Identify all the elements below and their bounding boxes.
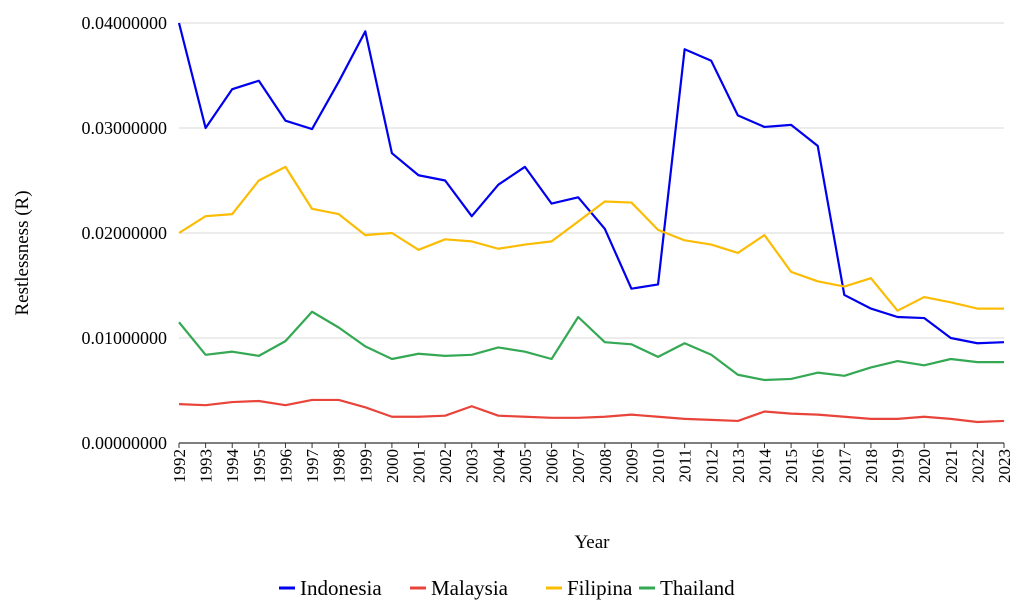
legend-label: Filipina bbox=[567, 576, 633, 600]
x-tick-label: 2019 bbox=[889, 449, 908, 483]
series-lines bbox=[177, 22, 1005, 424]
x-tick-label: 2008 bbox=[596, 449, 615, 483]
x-tick-label: 1993 bbox=[197, 449, 216, 483]
x-tick-label: 1998 bbox=[330, 449, 349, 483]
x-tick-label: 1997 bbox=[303, 449, 322, 484]
x-tick-label: 2020 bbox=[915, 449, 934, 483]
x-tick-label: 1995 bbox=[250, 449, 269, 483]
x-tick-label: 2009 bbox=[622, 449, 641, 483]
y-tick-label: 0.02000000 bbox=[82, 223, 168, 243]
series-line-thailand bbox=[178, 310, 1004, 382]
legend-label: Malaysia bbox=[431, 576, 509, 600]
grid-lines bbox=[179, 22, 1004, 444]
x-tick-label: 2004 bbox=[489, 449, 508, 484]
x-tick-label: 2000 bbox=[383, 449, 402, 483]
x-tick-label: 1994 bbox=[223, 449, 242, 484]
legend-item-thailand: Thailand bbox=[639, 576, 735, 600]
x-axis-title: Year bbox=[574, 532, 610, 553]
y-tick-label: 0.01000000 bbox=[82, 328, 168, 348]
x-tick-label: 2006 bbox=[543, 449, 562, 483]
y-tick-label: 0.03000000 bbox=[82, 118, 168, 138]
y-axis-ticks: 0.00000000 0.01000000 0.02000000 0.03000000… bbox=[82, 13, 168, 453]
legend-item-filipina: Filipina bbox=[546, 576, 633, 600]
legend-label: Thailand bbox=[660, 576, 735, 600]
x-tick-label: 2016 bbox=[809, 449, 828, 483]
legend-item-malaysia: Malaysia bbox=[410, 576, 509, 600]
x-tick-label: 2013 bbox=[729, 449, 748, 483]
x-tick-label: 2007 bbox=[569, 449, 588, 484]
x-tick-label: 2015 bbox=[782, 449, 801, 483]
series-line-filipina bbox=[178, 165, 1004, 312]
x-tick-label: 2003 bbox=[463, 449, 482, 483]
x-tick-label: 2005 bbox=[516, 449, 535, 483]
x-tick-label: 2021 bbox=[942, 449, 961, 483]
x-tick-label: 2017 bbox=[835, 449, 854, 484]
legend: Indonesia Malaysia Filipina Thailand bbox=[279, 576, 735, 600]
y-tick-label: 0.00000000 bbox=[82, 433, 168, 453]
y-axis-title: Restlessness (R) bbox=[12, 190, 33, 315]
x-tick-label: 2002 bbox=[436, 449, 455, 483]
legend-item-indonesia: Indonesia bbox=[279, 576, 382, 600]
x-tick-label: 2014 bbox=[755, 449, 774, 484]
x-axis-ticks: 1992 1993 1994 1995 1996 1997 1998 1999 2000 2001… bbox=[170, 443, 1014, 483]
x-tick-label: 2022 bbox=[968, 449, 987, 483]
series-line-malaysia bbox=[178, 398, 1005, 424]
x-tick-label: 2011 bbox=[676, 449, 695, 482]
x-tick-label: 2018 bbox=[862, 449, 881, 483]
x-tick-label: 2010 bbox=[649, 449, 668, 483]
x-tick-label: 1992 bbox=[170, 449, 189, 483]
y-tick-label: 0.04000000 bbox=[82, 13, 168, 33]
legend-label: Indonesia bbox=[300, 576, 382, 600]
x-tick-label: 2023 bbox=[995, 449, 1014, 483]
series-line-indonesia bbox=[177, 22, 1005, 345]
x-tick-label: 2001 bbox=[410, 449, 429, 483]
x-tick-label: 1996 bbox=[276, 449, 295, 483]
x-tick-label: 2012 bbox=[702, 449, 721, 483]
x-tick-label: 1999 bbox=[356, 449, 375, 483]
